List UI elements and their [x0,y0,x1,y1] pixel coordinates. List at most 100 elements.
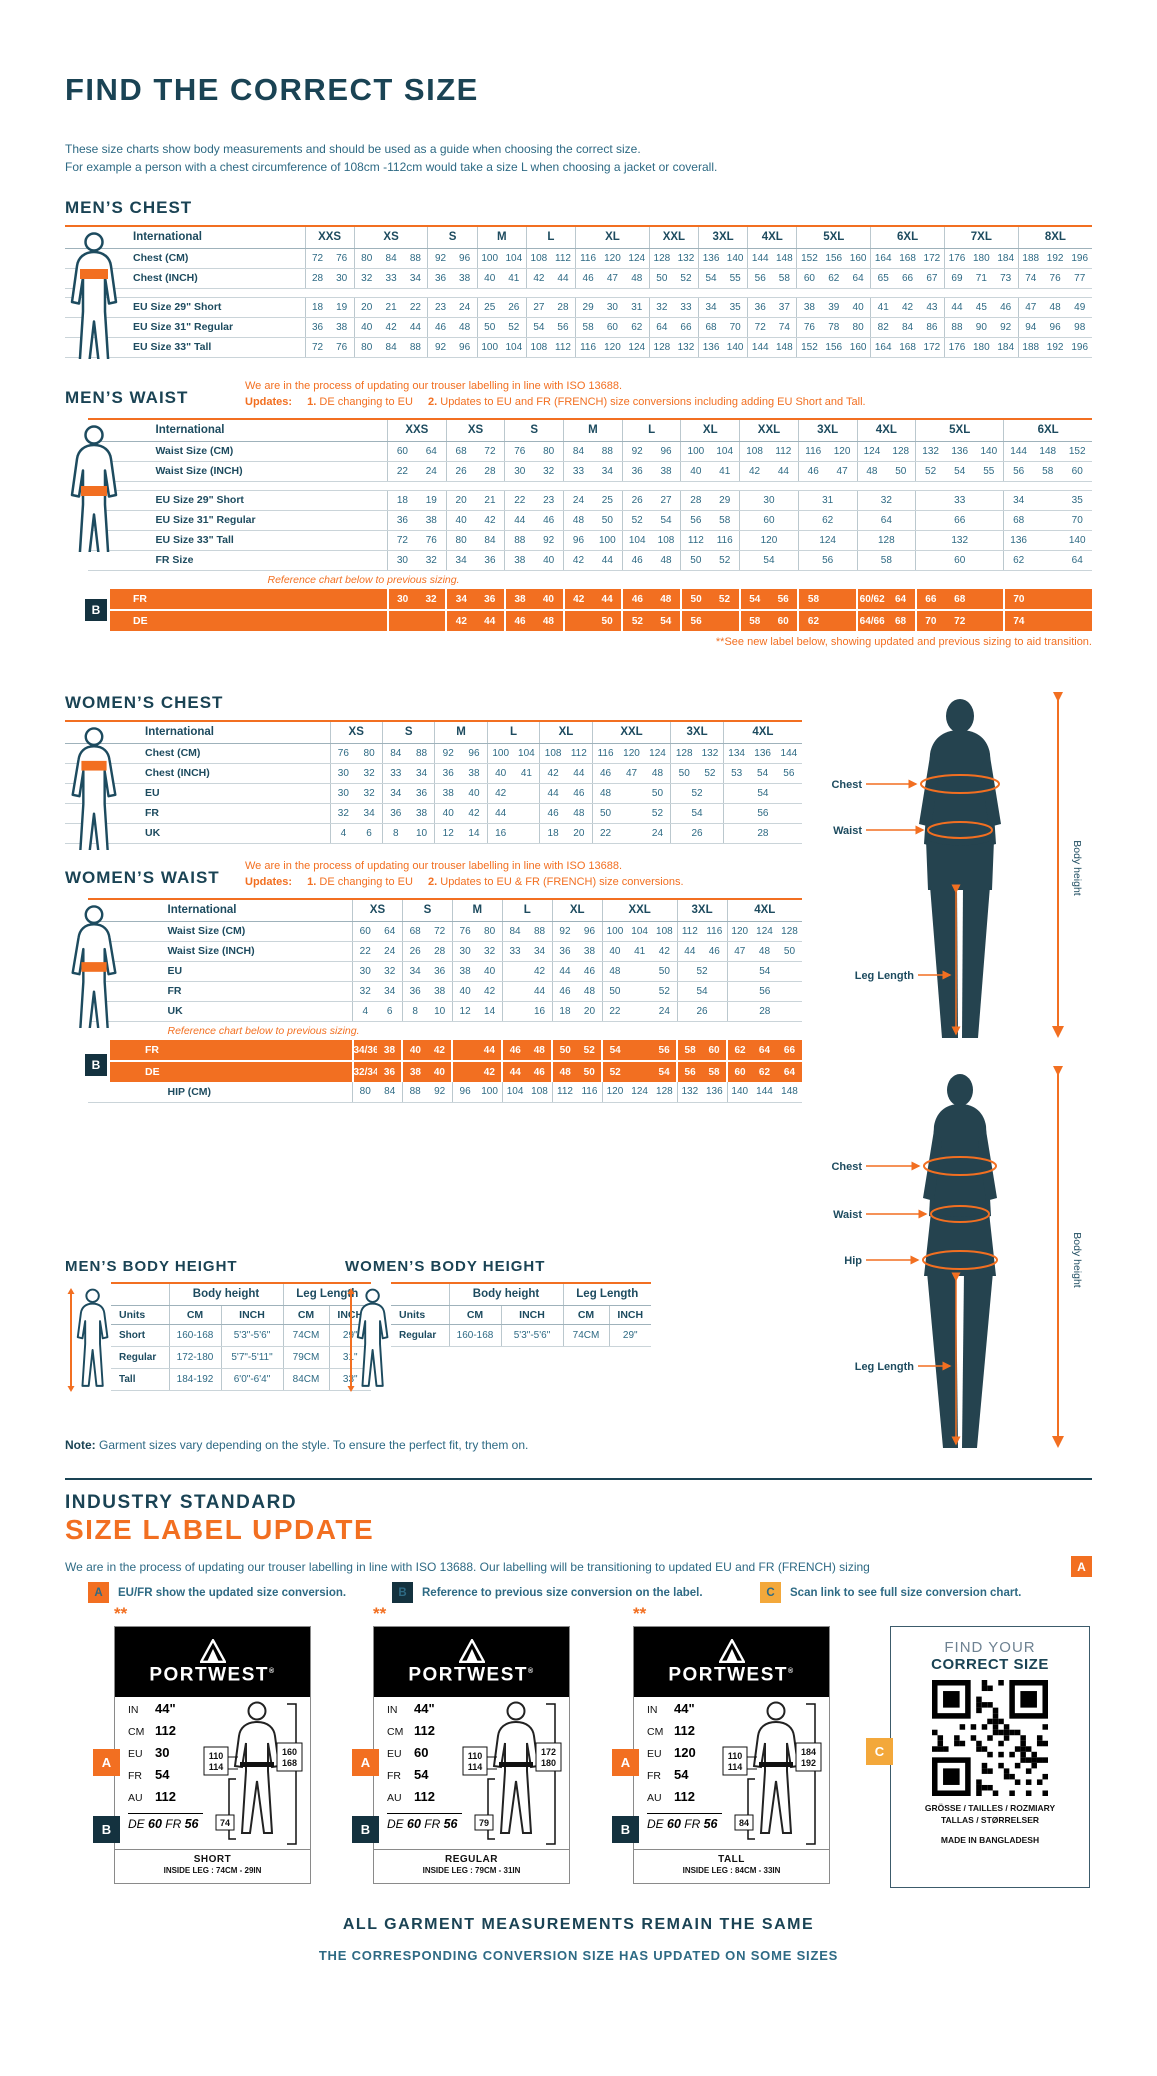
row-label: FR Size [87,550,388,571]
cell: 48 [1042,297,1068,318]
cell: 50 [776,941,802,962]
cell: 64/66 [855,609,887,631]
legend-item-c: C Scan link to see full size conversion … [760,1582,1021,1603]
cell: 50 [648,268,674,289]
cell: 70 [914,609,946,631]
cell: 38 [434,783,462,804]
cell: 44 [539,783,566,804]
cell: 68 [945,589,975,610]
row-label: Chest (INCH) [65,763,330,784]
cell: 52 [710,550,740,571]
cell: 47 [600,268,625,289]
cell: 53 [722,763,750,784]
update-2-num: 2. [428,876,438,888]
cell: 23 [427,297,453,318]
update-1-num: 1. [307,876,317,888]
cell: 88 [408,743,435,764]
cell: 84 [563,441,593,462]
row-label: EU [87,961,353,982]
languages-text: GRÖSSE / TAILLES / ROZMIARY TALLAS / STØ… [925,1802,1055,1826]
cell: 128 [648,248,674,269]
column-header: M [476,226,527,249]
column-header: 4XL [726,899,802,922]
brand-header: PORTWEST® [374,1627,569,1697]
column-header: 4XL [747,226,797,249]
cell: 42 [539,763,566,784]
cell: 128 [652,1082,678,1103]
cell: 50 [577,1060,603,1082]
cell: 64 [416,441,447,462]
cell: 44 [592,589,623,610]
cell: 132 [915,441,946,462]
cell: 46 [702,941,728,962]
cell: 64 [377,921,403,942]
leg-length-label: Leg Length [855,970,915,982]
section-mens-chest: MEN’S CHEST International XXS XS S M L XL XXL 3X… [65,198,1092,359]
cell: 36 [551,941,578,962]
brand-header: PORTWEST® [634,1627,829,1697]
cell: 180 [969,337,994,358]
cell: 44 [477,1040,503,1061]
leg-length-label: Leg Length [855,1361,915,1373]
cell: 84 [378,248,404,269]
cell: 38 [377,1040,403,1061]
column-header: M [434,721,488,744]
cell: 80 [356,743,383,764]
column-header: XS [329,721,383,744]
card-row: IN 44" [128,1701,176,1716]
card-row: CM 112 [387,1723,435,1738]
cell [627,981,653,1002]
cell: 108 [525,337,551,358]
cell: 134 [722,743,750,764]
cell: 46 [797,461,828,482]
cell: 120 [600,248,625,269]
cell: 112 [550,248,576,269]
waist-label: Waist [833,1209,862,1221]
cell: 41 [501,268,527,289]
cell: 144 [1003,441,1034,462]
cell: 48 [624,268,650,289]
column-header: S [427,226,478,249]
cell: 42 [477,1060,503,1082]
column-header: XL [680,419,740,442]
cell: 80 [445,530,476,551]
cell: 46 [621,589,652,610]
cell: 38 [577,941,603,962]
cell: 32 [377,961,403,982]
waist-measure-icon [70,425,118,552]
cell: 88 [401,1082,428,1103]
cell: 48 [601,961,628,982]
cell: 62 [752,1060,777,1082]
cell: 74 [1017,268,1043,289]
cell: 64 [648,317,674,338]
cell: 36 [434,763,462,784]
cell: 50 [592,510,623,531]
column-header: Body height [168,1283,284,1306]
cell: 26 [676,1001,728,1022]
cell: 88 [943,317,970,338]
b-badge: B [85,599,107,621]
cell: 6 [356,823,383,844]
cell: 104 [513,743,540,764]
cell: 40 [451,981,478,1002]
cell: 42 [739,461,769,482]
cell: 62 [797,510,857,531]
cell: 40 [477,961,503,982]
cell: 120 [618,743,645,764]
card-row: AU 112 [387,1789,435,1804]
cell: 172-180 [168,1346,221,1369]
cell [386,609,417,631]
cell: 92 [427,337,453,358]
bottom-line-2: THE CORRESPONDING CONVERSION SIZE HAS UP… [318,1948,839,1963]
cell: 6 [377,1001,403,1022]
cell: 84 [381,743,409,764]
male-silhouette [919,699,1001,1038]
cell: 116 [575,248,601,269]
cell: 36 [304,317,330,338]
mens-waist-table-host: International XXS XS S M L XL XXL 3XL 4XL 5XL 6XL Wa… [65,418,1092,631]
cell: 31 [624,297,650,318]
correct-size-label: CORRECT SIZE [931,1656,1049,1673]
cell: 56 [797,550,857,571]
cell: 54 [739,550,799,571]
